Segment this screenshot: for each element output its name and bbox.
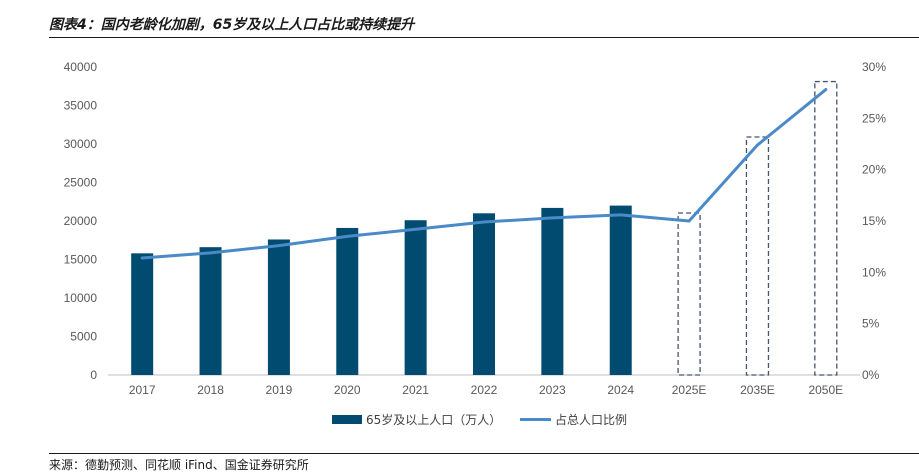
right-tick-label: 30% <box>862 60 886 74</box>
left-tick-label: 0 <box>90 368 97 382</box>
bar <box>541 207 564 375</box>
projection-box <box>814 80 838 376</box>
x-tick-label: 2018 <box>197 383 224 397</box>
projection-box <box>677 212 701 376</box>
line-series <box>140 88 828 260</box>
left-tick-label: 15000 <box>64 253 98 267</box>
right-tick-label: 15% <box>862 214 886 228</box>
left-tick-label: 10000 <box>64 291 98 305</box>
left-tick-label: 5000 <box>70 330 97 344</box>
line-point <box>209 251 212 255</box>
line-point <box>482 220 486 224</box>
line-point <box>345 235 349 238</box>
x-tick-label: 2019 <box>266 383 293 397</box>
line-point <box>140 256 144 260</box>
left-tick-label: 30000 <box>64 137 98 151</box>
right-axis: 0% 5% 10% 15% 20% 25% 30% <box>862 60 886 382</box>
left-tick-label: 20000 <box>64 214 98 228</box>
bar <box>267 239 290 375</box>
legend-label-line: 占总人口比例 <box>555 412 627 427</box>
line-point <box>277 244 281 248</box>
bar <box>131 253 154 375</box>
bar <box>336 227 359 375</box>
bar <box>473 213 495 375</box>
line-point <box>824 88 828 91</box>
x-tick-label: 2022 <box>471 383 498 397</box>
projection-box <box>745 136 770 376</box>
x-tick-label: 2021 <box>402 383 429 397</box>
right-tick-label: 5% <box>862 317 880 331</box>
legend-label-bar: 65岁及以上人口（万人） <box>366 412 501 427</box>
legend-swatch-bar <box>332 415 362 424</box>
right-tick-label: 25% <box>862 111 886 125</box>
x-tick-label: 2023 <box>539 383 566 397</box>
bar-series <box>131 205 632 375</box>
figure-title: 图表4：国内老龄化加剧，65岁及以上人口占比或持续提升 <box>49 17 415 33</box>
left-axis: 0 5000 10000 15000 20000 25000 30000 35000 40000 <box>64 60 98 382</box>
left-tick-label: 40000 <box>64 60 98 74</box>
figure-header: 图表4：国内老龄化加剧，65岁及以上人口占比或持续提升 <box>0 0 919 40</box>
line-point <box>619 213 623 217</box>
bar <box>404 220 427 375</box>
x-axis: 2017 2018 2019 2020 2021 2022 2023 2024 2025E 203… <box>108 374 860 397</box>
projection-markers <box>677 80 838 376</box>
figure-source: 来源：德勤预测、同花顺 iFind、国金证券研究所 <box>49 458 309 472</box>
bar <box>609 205 632 375</box>
left-tick-label: 35000 <box>64 99 98 113</box>
right-tick-label: 10% <box>862 265 886 279</box>
x-tick-label: 2025E <box>672 383 707 397</box>
top-rule <box>49 37 919 38</box>
x-tick-label: 2050E <box>808 383 843 397</box>
line-point <box>687 219 691 223</box>
right-tick-label: 0% <box>862 368 880 382</box>
bottom-rule <box>49 453 919 454</box>
x-tick-label: 2020 <box>334 383 361 397</box>
legend: 65岁及以上人口（万人） 占总人口比例 <box>332 412 627 427</box>
right-tick-label: 20% <box>862 163 886 177</box>
line-point <box>756 143 759 147</box>
left-tick-label: 25000 <box>64 176 98 190</box>
x-tick-label: 2024 <box>607 383 634 397</box>
x-tick-label: 2035E <box>740 383 775 397</box>
line-point <box>550 216 554 220</box>
line-point <box>414 227 418 231</box>
bar <box>199 247 222 375</box>
x-tick-label: 2017 <box>129 383 156 397</box>
chart: 0 5000 10000 15000 20000 25000 30000 35000 40000… <box>64 60 887 427</box>
